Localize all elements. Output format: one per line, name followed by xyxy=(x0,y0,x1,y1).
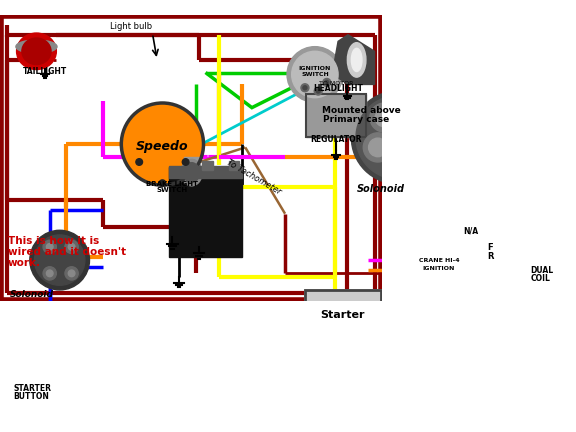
Text: IGNITION: IGNITION xyxy=(423,266,455,271)
Text: HEADLIGHT: HEADLIGHT xyxy=(313,84,363,93)
Circle shape xyxy=(47,244,53,250)
Text: Speedo: Speedo xyxy=(136,140,189,152)
Ellipse shape xyxy=(22,38,51,64)
Circle shape xyxy=(303,86,307,90)
Polygon shape xyxy=(335,35,374,84)
Bar xyxy=(169,166,242,178)
Bar xyxy=(229,161,239,170)
Text: DUAL: DUAL xyxy=(530,267,554,275)
Ellipse shape xyxy=(17,33,56,70)
Circle shape xyxy=(401,108,420,127)
Circle shape xyxy=(123,104,202,184)
Ellipse shape xyxy=(181,159,202,186)
Text: SWITCH: SWITCH xyxy=(157,187,188,194)
Circle shape xyxy=(399,141,417,160)
Bar xyxy=(202,161,213,170)
Text: CRANE HI-4: CRANE HI-4 xyxy=(419,258,459,263)
Circle shape xyxy=(396,103,426,132)
Text: Primary case: Primary case xyxy=(323,115,389,124)
Bar xyxy=(305,290,381,337)
Bar xyxy=(305,290,381,337)
Bar xyxy=(492,276,509,313)
Ellipse shape xyxy=(347,43,366,77)
Circle shape xyxy=(314,87,322,95)
Circle shape xyxy=(182,159,189,165)
Bar xyxy=(518,311,523,328)
Circle shape xyxy=(43,267,56,280)
Bar xyxy=(169,167,242,257)
Ellipse shape xyxy=(351,48,362,72)
Bar xyxy=(408,240,471,293)
Text: To Tachometer: To Tachometer xyxy=(225,158,283,197)
Bar xyxy=(184,157,199,167)
Circle shape xyxy=(370,103,399,132)
Circle shape xyxy=(291,51,338,98)
Bar xyxy=(480,244,527,320)
Text: N/A: N/A xyxy=(463,227,478,235)
Bar xyxy=(515,273,526,281)
Circle shape xyxy=(30,230,89,290)
Bar xyxy=(513,276,528,313)
Circle shape xyxy=(369,138,387,157)
Text: SWITCH: SWITCH xyxy=(301,72,329,77)
Text: F: F xyxy=(488,243,494,252)
Circle shape xyxy=(69,244,75,250)
Bar xyxy=(480,244,527,320)
Bar xyxy=(498,311,503,328)
Circle shape xyxy=(351,91,444,184)
Text: REGULATOR: REGULATOR xyxy=(310,135,362,144)
Text: Mounted above: Mounted above xyxy=(321,106,400,115)
Bar xyxy=(495,273,506,281)
Circle shape xyxy=(287,47,343,102)
Circle shape xyxy=(69,270,75,276)
Text: Solonoid: Solonoid xyxy=(357,184,405,194)
Circle shape xyxy=(356,96,439,179)
Bar xyxy=(306,94,366,137)
Circle shape xyxy=(65,267,78,280)
Text: -: - xyxy=(232,149,236,159)
Circle shape xyxy=(363,133,392,162)
Text: wired and it doesn't: wired and it doesn't xyxy=(8,247,126,257)
Text: +: + xyxy=(203,149,211,159)
Circle shape xyxy=(43,240,56,254)
Text: R: R xyxy=(487,252,494,261)
Text: This is how it is: This is how it is xyxy=(8,235,99,245)
Bar xyxy=(306,94,366,137)
Text: COIL: COIL xyxy=(530,274,550,283)
Text: Light bulb: Light bulb xyxy=(109,22,151,32)
Circle shape xyxy=(301,84,309,92)
Circle shape xyxy=(375,108,394,127)
Text: Starter: Starter xyxy=(320,310,365,320)
Text: IGNITION: IGNITION xyxy=(299,66,331,71)
Text: BRAKE LIGHT: BRAKE LIGHT xyxy=(146,181,198,187)
Ellipse shape xyxy=(184,163,199,183)
Circle shape xyxy=(38,364,62,388)
Circle shape xyxy=(159,180,166,187)
Circle shape xyxy=(136,159,142,165)
Circle shape xyxy=(35,235,85,285)
Circle shape xyxy=(43,369,56,383)
Ellipse shape xyxy=(16,40,57,53)
Text: work.: work. xyxy=(8,258,41,268)
Text: TAILLIGHT: TAILLIGHT xyxy=(23,67,67,76)
Text: Solonoid: Solonoid xyxy=(10,289,54,299)
Circle shape xyxy=(325,80,329,84)
Text: BUTTON: BUTTON xyxy=(13,392,49,401)
Text: TO MOTOR: TO MOTOR xyxy=(319,81,353,86)
Circle shape xyxy=(316,89,320,93)
Circle shape xyxy=(323,79,331,86)
Text: STARTER: STARTER xyxy=(13,384,51,394)
Circle shape xyxy=(393,136,422,165)
Circle shape xyxy=(47,270,53,276)
Circle shape xyxy=(65,240,78,254)
Bar xyxy=(408,240,471,293)
